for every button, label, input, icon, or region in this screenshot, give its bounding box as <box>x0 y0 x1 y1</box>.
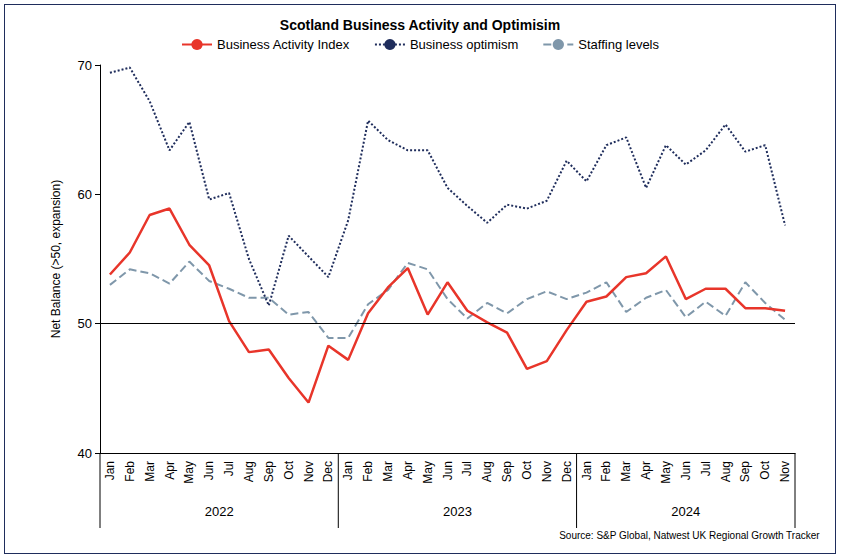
svg-text:Feb: Feb <box>599 461 613 482</box>
svg-text:May: May <box>659 461 673 484</box>
svg-text:Oct: Oct <box>758 460 772 479</box>
svg-text:Jan: Jan <box>341 461 355 480</box>
svg-text:Staffing levels: Staffing levels <box>578 37 659 52</box>
svg-text:2024: 2024 <box>671 504 700 519</box>
svg-text:Jul: Jul <box>460 461 474 476</box>
svg-text:Aug: Aug <box>242 461 256 482</box>
svg-text:70: 70 <box>78 58 92 73</box>
svg-text:Jul: Jul <box>699 461 713 476</box>
svg-text:Jul: Jul <box>222 461 236 476</box>
svg-text:Nov: Nov <box>778 461 792 482</box>
svg-text:Net Balance (>50, expansion): Net Balance (>50, expansion) <box>49 180 63 338</box>
svg-text:Mar: Mar <box>143 461 157 482</box>
svg-text:Nov: Nov <box>302 461 316 482</box>
svg-text:May: May <box>421 461 435 484</box>
svg-text:Jan: Jan <box>103 461 117 480</box>
svg-text:Jun: Jun <box>202 461 216 480</box>
svg-text:Jun: Jun <box>679 461 693 480</box>
svg-text:Aug: Aug <box>719 461 733 482</box>
svg-text:2023: 2023 <box>443 504 472 519</box>
svg-text:Jun: Jun <box>441 461 455 480</box>
svg-text:2022: 2022 <box>205 504 234 519</box>
svg-text:Business Activity Index: Business Activity Index <box>217 37 350 52</box>
svg-text:Feb: Feb <box>123 461 137 482</box>
svg-text:Business optimism: Business optimism <box>410 37 518 52</box>
svg-text:Source: S&P Global, Natwest UK: Source: S&P Global, Natwest UK Regional … <box>559 530 820 541</box>
svg-text:Nov: Nov <box>540 461 554 482</box>
svg-text:Aug: Aug <box>480 461 494 482</box>
svg-text:Sep: Sep <box>738 461 752 483</box>
svg-text:Mar: Mar <box>381 461 395 482</box>
svg-text:Dec: Dec <box>560 461 574 482</box>
svg-text:Sep: Sep <box>500 461 514 483</box>
svg-text:Apr: Apr <box>163 461 177 480</box>
svg-text:50: 50 <box>78 316 92 331</box>
svg-text:Oct: Oct <box>520 460 534 479</box>
svg-text:Feb: Feb <box>361 461 375 482</box>
svg-text:Scotland Business Activity and: Scotland Business Activity and Optimisim <box>280 17 560 33</box>
svg-text:Oct: Oct <box>282 460 296 479</box>
svg-text:Mar: Mar <box>619 461 633 482</box>
svg-text:Apr: Apr <box>639 461 653 480</box>
svg-text:May: May <box>182 461 196 484</box>
svg-text:60: 60 <box>78 187 92 202</box>
svg-text:40: 40 <box>78 446 92 461</box>
svg-text:Apr: Apr <box>401 461 415 480</box>
svg-text:Sep: Sep <box>262 461 276 483</box>
svg-text:Jan: Jan <box>580 461 594 480</box>
svg-text:Dec: Dec <box>321 461 335 482</box>
